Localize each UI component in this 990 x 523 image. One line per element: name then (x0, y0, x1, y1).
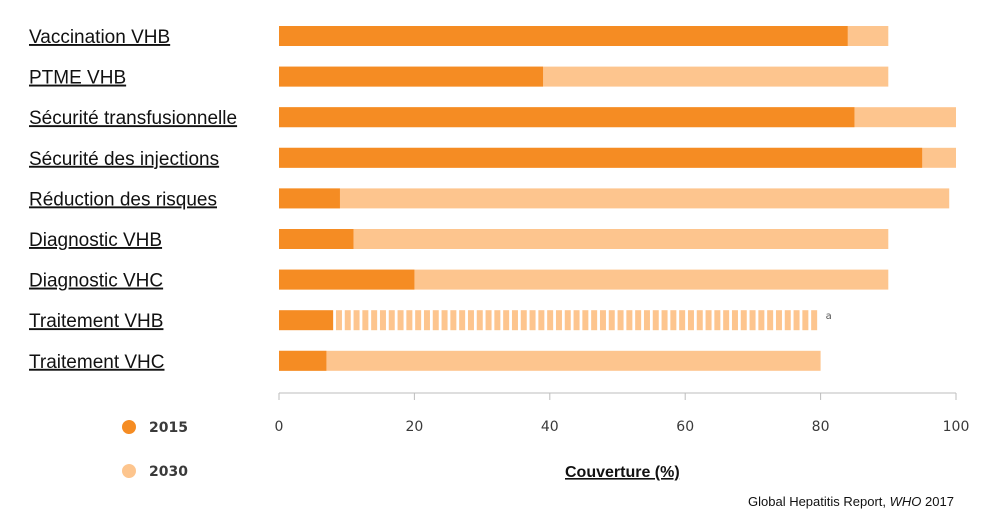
source-credit: Global Hepatitis Report, WHO 2017 (748, 494, 954, 509)
x-tick-label-100: 100 (943, 419, 970, 435)
bar-2030-segment (687, 310, 694, 331)
bar-2015-ptme-vhb (279, 66, 544, 87)
bar-2030-segment (573, 310, 580, 331)
bar-2030-segment (415, 310, 422, 331)
bar-2015-reduction-des-risques (279, 188, 340, 209)
bar-2030-traitement-vhc (279, 350, 821, 371)
bar-2030-segment (749, 310, 756, 331)
category-label-traitement-vhc: Traitement VHC (29, 352, 165, 373)
bar-2015-securite-des-injections (279, 147, 923, 168)
bar-2030-diagnostic-vhc (279, 269, 889, 290)
bar-2030-segment (344, 310, 351, 331)
bar-2030-segment (555, 310, 562, 331)
legend-label-2030: 2030 (149, 464, 188, 480)
legend-label-2015: 2015 (149, 420, 188, 436)
bar-2030-segment (511, 310, 518, 331)
bar-2015-securite-transfusionnelle (279, 107, 855, 128)
bar-2030-segment (582, 310, 589, 331)
bar-2030-segment (696, 310, 703, 331)
category-label-securite-transfusionnelle: Sécurité transfusionnelle (29, 108, 237, 129)
bar-2030-segment (714, 310, 721, 331)
bar-2030-segment (379, 310, 386, 331)
bar-2030-segment (740, 310, 747, 331)
bar-2030-segment (520, 310, 527, 331)
category-label-traitement-vhb: Traitement VHB (29, 311, 163, 332)
bar-2030-diagnostic-vhb (279, 229, 889, 249)
bar-2030-segment (538, 310, 545, 331)
annotation-note: a (826, 311, 832, 322)
bar-2030-segment (485, 310, 492, 331)
bar-2030-segment (432, 310, 439, 331)
bar-2030-segment (503, 310, 510, 331)
bar-2030-segment (459, 310, 466, 331)
category-label-vaccination-vhb: Vaccination VHB (29, 27, 170, 48)
bar-2030-reduction-des-risques (279, 188, 950, 209)
bar-2030-segment (476, 310, 483, 331)
bar-2015-diagnostic-vhc (279, 269, 415, 290)
bar-2030-segment (679, 310, 686, 331)
bars: a (279, 26, 956, 371)
category-labels: Vaccination VHB PTME VHB Sécurité transfus… (29, 27, 237, 373)
bar-2030-segment (731, 310, 738, 331)
bar-2030-segment (547, 310, 554, 331)
bar-2030-segment (643, 310, 650, 331)
legend: 2015 2030 (122, 420, 188, 480)
bar-2030-segment (811, 310, 818, 331)
source-year: 2017 (921, 494, 954, 509)
bar-2030-segment (335, 310, 342, 331)
bar-2030-segment (599, 310, 606, 331)
bar-2030-segment (608, 310, 615, 331)
category-label-ptme-vhb: PTME VHB (29, 68, 126, 89)
bar-2030-segment (406, 310, 413, 331)
x-tick-label-60: 60 (676, 419, 694, 435)
category-label-diagnostic-vhc: Diagnostic VHC (29, 271, 163, 292)
bar-2030-segment (591, 310, 598, 331)
bar-2030-segment (793, 310, 800, 331)
category-label-diagnostic-vhb: Diagnostic VHB (29, 230, 162, 251)
bar-2030-segment (362, 310, 369, 331)
bar-2030-segment (388, 310, 395, 331)
category-label-securite-des-injections: Sécurité des injections (29, 149, 219, 170)
bar-2015-diagnostic-vhb (279, 229, 354, 249)
bar-2030-segment (784, 310, 791, 331)
x-tick-label-80: 80 (812, 419, 830, 435)
bar-2015-traitement-vhb (279, 310, 334, 331)
bar-2030-segment (802, 310, 809, 331)
bar-2030-segment (494, 310, 501, 331)
bar-2030-segment (670, 310, 677, 331)
bar-2030-segment (467, 310, 474, 331)
bar-2030-segment (450, 310, 457, 331)
x-tick-label-0: 0 (275, 419, 284, 435)
bar-2030-segment (758, 310, 765, 331)
bar-2015-vaccination-vhb (279, 26, 848, 46)
source-prefix: Global Hepatitis Report, (748, 494, 890, 509)
bar-2030-segment (423, 310, 430, 331)
bar-2015-traitement-vhc (279, 350, 327, 371)
bar-2030-segment (661, 310, 668, 331)
source-org: WHO (889, 494, 922, 509)
bar-2030-traitement-vhb (335, 310, 818, 331)
x-axis-label: Couverture (%) (565, 464, 680, 481)
bar-2030-segment (441, 310, 448, 331)
bar-2030-segment (353, 310, 360, 331)
legend-marker-2015 (122, 420, 136, 434)
bar-2030-segment (723, 310, 730, 331)
x-tick-label-40: 40 (541, 419, 559, 435)
bar-2030-segment (635, 310, 642, 331)
bar-2030-segment (705, 310, 712, 331)
bar-2030-segment (775, 310, 782, 331)
bar-2030-segment (529, 310, 536, 331)
bar-2030-segment (617, 310, 624, 331)
legend-marker-2030 (122, 464, 136, 478)
bar-2030-segment (767, 310, 774, 331)
bar-2030-segment (652, 310, 659, 331)
bar-2030-segment (397, 310, 404, 331)
bar-2030-segment (564, 310, 571, 331)
category-label-reduction-des-risques: Réduction des risques (29, 189, 217, 210)
bar-2030-segment (371, 310, 378, 331)
x-tick-label-20: 20 (405, 419, 423, 435)
bar-2030-segment (626, 310, 633, 331)
x-axis-ticks: 0 20 40 60 80 100 (275, 393, 970, 435)
